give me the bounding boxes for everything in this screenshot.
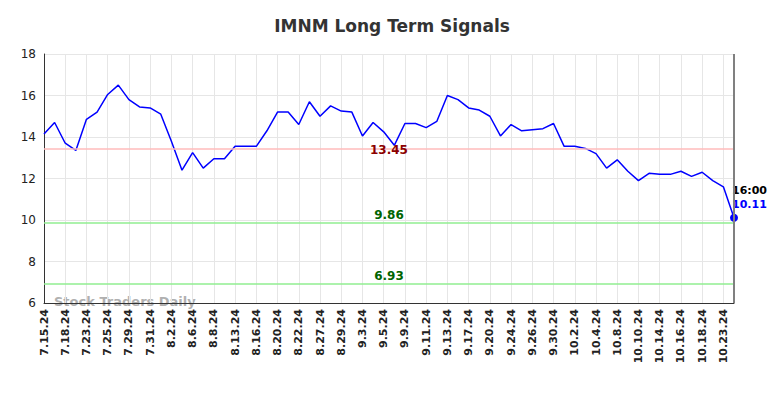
svg-text:10.2.24: 10.2.24 <box>568 309 581 356</box>
svg-text:7.25.24: 7.25.24 <box>101 309 114 356</box>
svg-text:7.29.24: 7.29.24 <box>122 309 135 356</box>
svg-text:10.14.24: 10.14.24 <box>653 309 666 364</box>
svg-text:6: 6 <box>28 296 36 310</box>
svg-text:9.26.24: 9.26.24 <box>526 309 539 356</box>
svg-text:8.16.24: 8.16.24 <box>250 309 263 356</box>
svg-text:9.13.24: 9.13.24 <box>441 309 454 356</box>
svg-text:12: 12 <box>21 172 36 186</box>
svg-text:9.11.24: 9.11.24 <box>420 309 433 356</box>
svg-text:7.31.24: 7.31.24 <box>144 309 157 356</box>
svg-text:7.15.24: 7.15.24 <box>38 309 51 356</box>
svg-text:9.86: 9.86 <box>374 208 404 222</box>
svg-text:8.22.24: 8.22.24 <box>292 309 305 356</box>
svg-text:10.16.24: 10.16.24 <box>674 309 687 364</box>
svg-text:6.93: 6.93 <box>374 269 404 283</box>
svg-text:16: 16 <box>21 89 36 103</box>
svg-text:8.27.24: 8.27.24 <box>314 309 327 356</box>
svg-text:9.17.24: 9.17.24 <box>462 309 475 356</box>
svg-text:9.9.24: 9.9.24 <box>398 309 411 348</box>
svg-text:8.20.24: 8.20.24 <box>271 309 284 356</box>
svg-text:8.2.24: 8.2.24 <box>165 309 178 348</box>
svg-text:14: 14 <box>21 130 36 144</box>
svg-text:9.5.24: 9.5.24 <box>377 309 390 348</box>
svg-text:IMNM Long Term Signals: IMNM Long Term Signals <box>274 16 510 36</box>
svg-text:Stock Traders Daily: Stock Traders Daily <box>54 294 196 309</box>
svg-text:10.18.24: 10.18.24 <box>696 309 709 364</box>
svg-text:8: 8 <box>28 255 36 269</box>
svg-text:13.45: 13.45 <box>370 143 408 157</box>
svg-text:10.8.24: 10.8.24 <box>611 309 624 356</box>
svg-text:9.20.24: 9.20.24 <box>483 309 496 356</box>
svg-text:10.4.24: 10.4.24 <box>590 309 603 356</box>
svg-text:8.6.24: 8.6.24 <box>186 309 199 348</box>
svg-text:10: 10 <box>21 213 36 227</box>
svg-text:8.29.24: 8.29.24 <box>335 309 348 356</box>
svg-text:10.23.24: 10.23.24 <box>717 309 730 364</box>
svg-text:8.8.24: 8.8.24 <box>207 309 220 348</box>
svg-text:8.13.24: 8.13.24 <box>229 309 242 356</box>
svg-text:7.23.24: 7.23.24 <box>80 309 93 356</box>
svg-text:16:00: 16:00 <box>732 184 767 197</box>
svg-text:10.11: 10.11 <box>732 198 767 211</box>
svg-text:9.3.24: 9.3.24 <box>356 309 369 348</box>
svg-text:18: 18 <box>21 47 36 61</box>
svg-text:10.10.24: 10.10.24 <box>632 309 645 364</box>
svg-text:7.18.24: 7.18.24 <box>59 309 72 356</box>
svg-text:9.24.24: 9.24.24 <box>505 309 518 356</box>
svg-text:9.30.24: 9.30.24 <box>547 309 560 356</box>
